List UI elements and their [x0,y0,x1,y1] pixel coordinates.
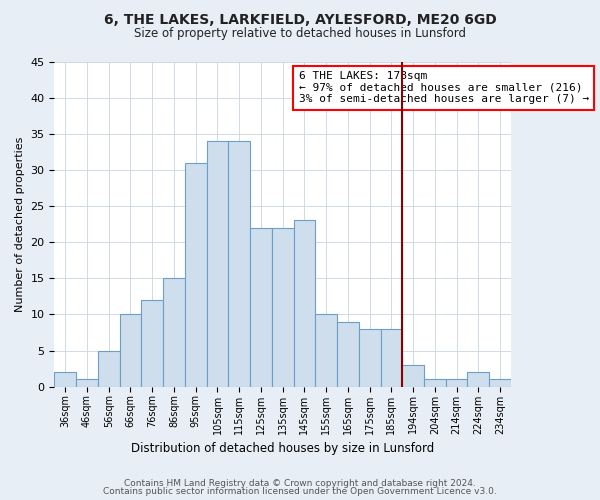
Bar [76,380,98,386]
Bar [337,322,359,386]
Bar [206,141,229,386]
Bar [446,380,467,386]
Bar [316,314,337,386]
Text: 6, THE LAKES, LARKFIELD, AYLESFORD, ME20 6GD: 6, THE LAKES, LARKFIELD, AYLESFORD, ME20… [104,12,496,26]
Bar [402,365,424,386]
Bar [380,329,402,386]
Bar [272,228,293,386]
Bar [98,350,119,386]
Bar [467,372,489,386]
Bar [142,300,163,386]
Text: Contains HM Land Registry data © Crown copyright and database right 2024.: Contains HM Land Registry data © Crown c… [124,478,476,488]
Text: Contains public sector information licensed under the Open Government Licence v3: Contains public sector information licen… [103,487,497,496]
Bar [489,380,511,386]
Bar [229,141,250,386]
Bar [119,314,142,386]
Y-axis label: Number of detached properties: Number of detached properties [15,136,25,312]
Text: Size of property relative to detached houses in Lunsford: Size of property relative to detached ho… [134,28,466,40]
X-axis label: Distribution of detached houses by size in Lunsford: Distribution of detached houses by size … [131,442,434,455]
Bar [55,372,76,386]
Bar [359,329,380,386]
Bar [250,228,272,386]
Bar [424,380,446,386]
Text: 6 THE LAKES: 178sqm
← 97% of detached houses are smaller (216)
3% of semi-detach: 6 THE LAKES: 178sqm ← 97% of detached ho… [299,72,589,104]
Bar [163,278,185,386]
Bar [293,220,316,386]
Bar [185,162,206,386]
